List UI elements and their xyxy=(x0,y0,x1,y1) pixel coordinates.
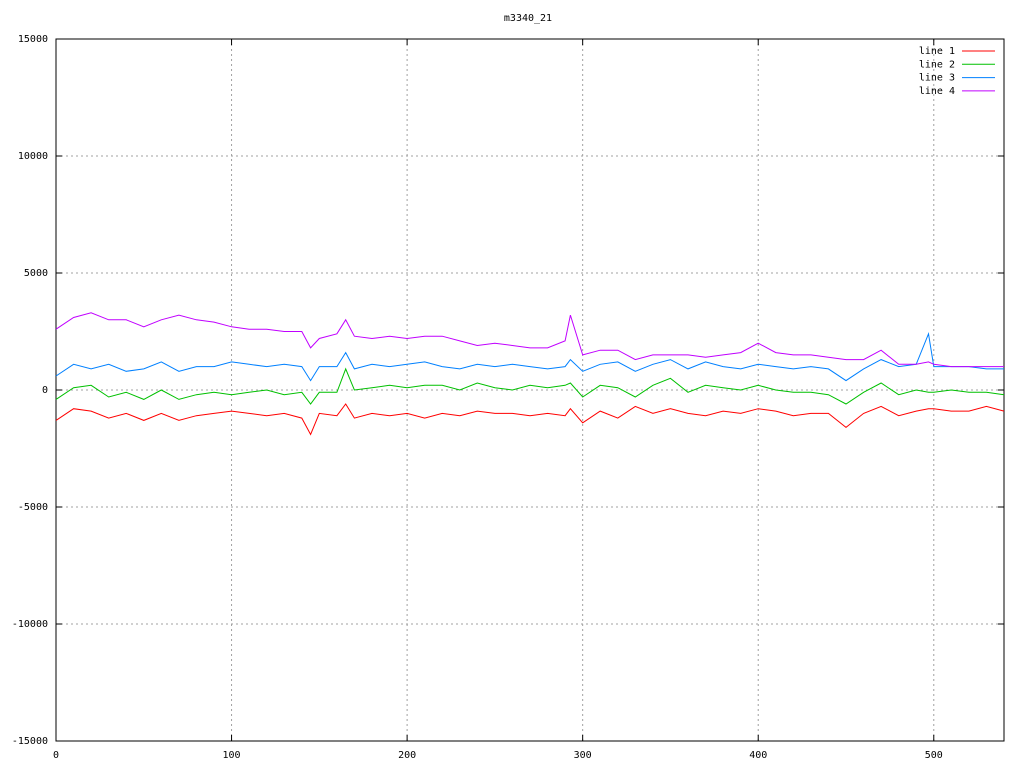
y-tick-label: -10000 xyxy=(12,619,48,630)
x-tick-label: 500 xyxy=(925,750,943,761)
x-tick-label: 200 xyxy=(398,750,416,761)
plot-border xyxy=(55,38,1005,742)
x-tick-label: 0 xyxy=(53,750,59,761)
x-tick-label: 400 xyxy=(749,750,767,761)
series-line xyxy=(55,312,1004,368)
legend-label: line 2 xyxy=(919,59,955,70)
legend-label: line 4 xyxy=(919,86,955,97)
y-tick-label: 10000 xyxy=(18,151,48,162)
legend-label: line 3 xyxy=(919,73,955,84)
y-tick-label: -5000 xyxy=(18,502,48,513)
x-tick-label: 100 xyxy=(223,750,241,761)
series-line xyxy=(55,403,1005,436)
x-tick-label: 300 xyxy=(574,750,592,761)
y-tick-label: 5000 xyxy=(24,268,48,279)
y-tick-label: -15000 xyxy=(12,736,48,747)
series-line xyxy=(55,331,1004,382)
chart-title: m3340_21 xyxy=(504,13,552,24)
y-tick-label: 0 xyxy=(42,385,48,396)
y-tick-label: 15000 xyxy=(18,34,48,45)
legend-label: line 1 xyxy=(919,46,955,57)
series-line xyxy=(55,367,1005,405)
